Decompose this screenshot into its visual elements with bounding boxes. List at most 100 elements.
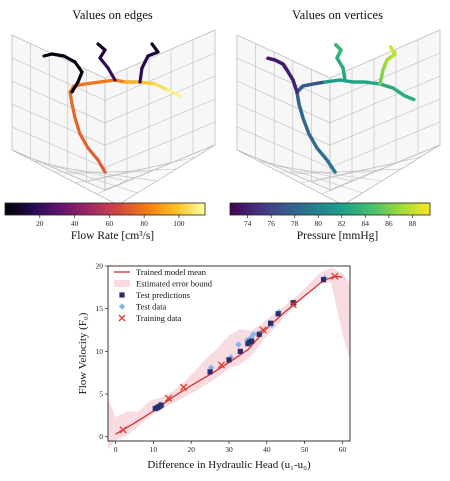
edge-segment [83,80,102,86]
x-tick-label: 50 [301,445,309,454]
left-wall [236,34,331,191]
training-point [217,361,226,369]
colorbar-tick-label: 82 [338,219,346,228]
vertices-panel: Values on vertices 74 76 78 80 82 84 86 88 Pres… [225,0,450,250]
right-grid-h [329,121,441,168]
floor-grid-a [311,156,421,183]
colorbar-tick-label: 84 [362,219,370,228]
left-grid-h [236,57,331,101]
x-tick-label: 10 [150,445,158,454]
right-grid-h [104,98,216,146]
training-point [331,272,339,280]
floor-grid-a [255,157,363,194]
edge-segment [42,52,54,58]
legend-entry-label: Training data [136,313,181,323]
edge-segment [86,146,100,162]
colorbar-tick-label: 88 [409,219,417,228]
x-tick-label: 40 [263,445,271,454]
test-prediction-point [267,320,274,326]
floor-grid-b [33,160,128,182]
legend-band-swatch [114,280,130,287]
vertex-point [333,42,338,47]
floor-grid-a [67,168,177,175]
legend-entry-label: Test predictions [136,290,190,300]
regression-panel: 0 10 20 30 40 50 60 0 5 10 15 20 Difference in Hydra… [60,258,360,476]
floor-grid-a [86,156,196,183]
right-grid-h [104,75,216,124]
edge-segment [153,82,170,92]
test-prediction-point [226,357,232,363]
floor-grid-b [96,153,194,195]
axes-box [236,29,441,206]
edge-segment [113,78,127,84]
colorbar-tick-label: 60 [106,219,114,228]
edge-segment [50,52,66,58]
edge-segment [78,132,90,150]
floor [11,144,216,206]
colorbar-tick-label: 80 [314,219,322,228]
edge-segment [70,102,77,120]
right-grid-h [329,75,441,124]
y-tick-label: 0 [99,432,103,441]
y-tick-label: 5 [99,390,103,399]
y-axis-label: Flow Velocity (F₀) [77,312,89,394]
left-grid-h [236,103,331,146]
vertex-point [411,97,416,102]
training-point [119,426,127,434]
edge-segment [73,116,82,136]
right-wall [329,29,441,191]
legend-entry-label: Trained model mean [136,267,207,277]
test-prediction-point [237,348,243,354]
edge-segment [146,50,160,58]
test-prediction-point [207,369,213,375]
floor-grid-a [292,168,402,175]
floor-grid-b [258,160,353,182]
colorbar-tick-label: 20 [36,219,44,228]
colorbar-tick-label: 100 [173,219,185,228]
training-point [259,326,267,334]
legend-test-data-swatch [118,303,126,310]
x-tick-label: 60 [339,445,347,454]
colorbar-tick-label: 76 [267,219,275,228]
edge-segment [138,80,157,86]
floor [236,144,441,206]
edge-segment [76,70,84,84]
edges-colorbar [4,202,206,216]
right-wall [104,29,216,191]
edge-segment [96,42,107,52]
floor-grid-a [274,165,382,182]
x-axis-label: Difference in Hydraulic Head (u₁-u₀) [147,459,311,471]
vertex-point [388,45,393,49]
legend-test-pred-swatch [119,292,125,298]
edge-segment [106,66,117,82]
edges-panel: Values on edges 20 40 60 80 100 Flow Rate [c… [0,0,225,250]
test-data-point [235,341,242,348]
floor-grid-b [321,153,419,195]
legend-entry-label: Test data [136,302,167,312]
right-grid-h [329,52,441,101]
edge-segment [150,42,160,54]
edges-title: Values on edges [72,8,153,22]
floor-grid-a [30,157,138,194]
right-grid-h [329,98,441,146]
vertices-colorbar [229,202,431,216]
left-grid-h [236,126,331,168]
left-wall [11,34,106,191]
left-grid-h [11,80,106,124]
edge-segment [140,54,150,70]
left-grid-h [236,80,331,124]
regression-chart: 0 10 20 30 40 50 60 0 5 10 15 20 Difference in Hydra… [77,262,351,471]
left-grid-h [11,103,106,146]
test-prediction-point [275,311,281,317]
edges-colorbar-label: Flow Rate [cm³/s] [70,230,155,242]
vertices-colorbar-label: Pressure [mmHg] [296,230,379,242]
training-point [179,383,188,391]
colorbar-tick-label: 86 [385,219,393,228]
colorbar-tick-label: 80 [140,219,148,228]
test-data-point [250,331,257,338]
x-tick-label: 0 [114,445,118,454]
test-prediction-point [158,402,164,408]
test-prediction-point [290,300,296,306]
edge-segment [73,60,84,74]
